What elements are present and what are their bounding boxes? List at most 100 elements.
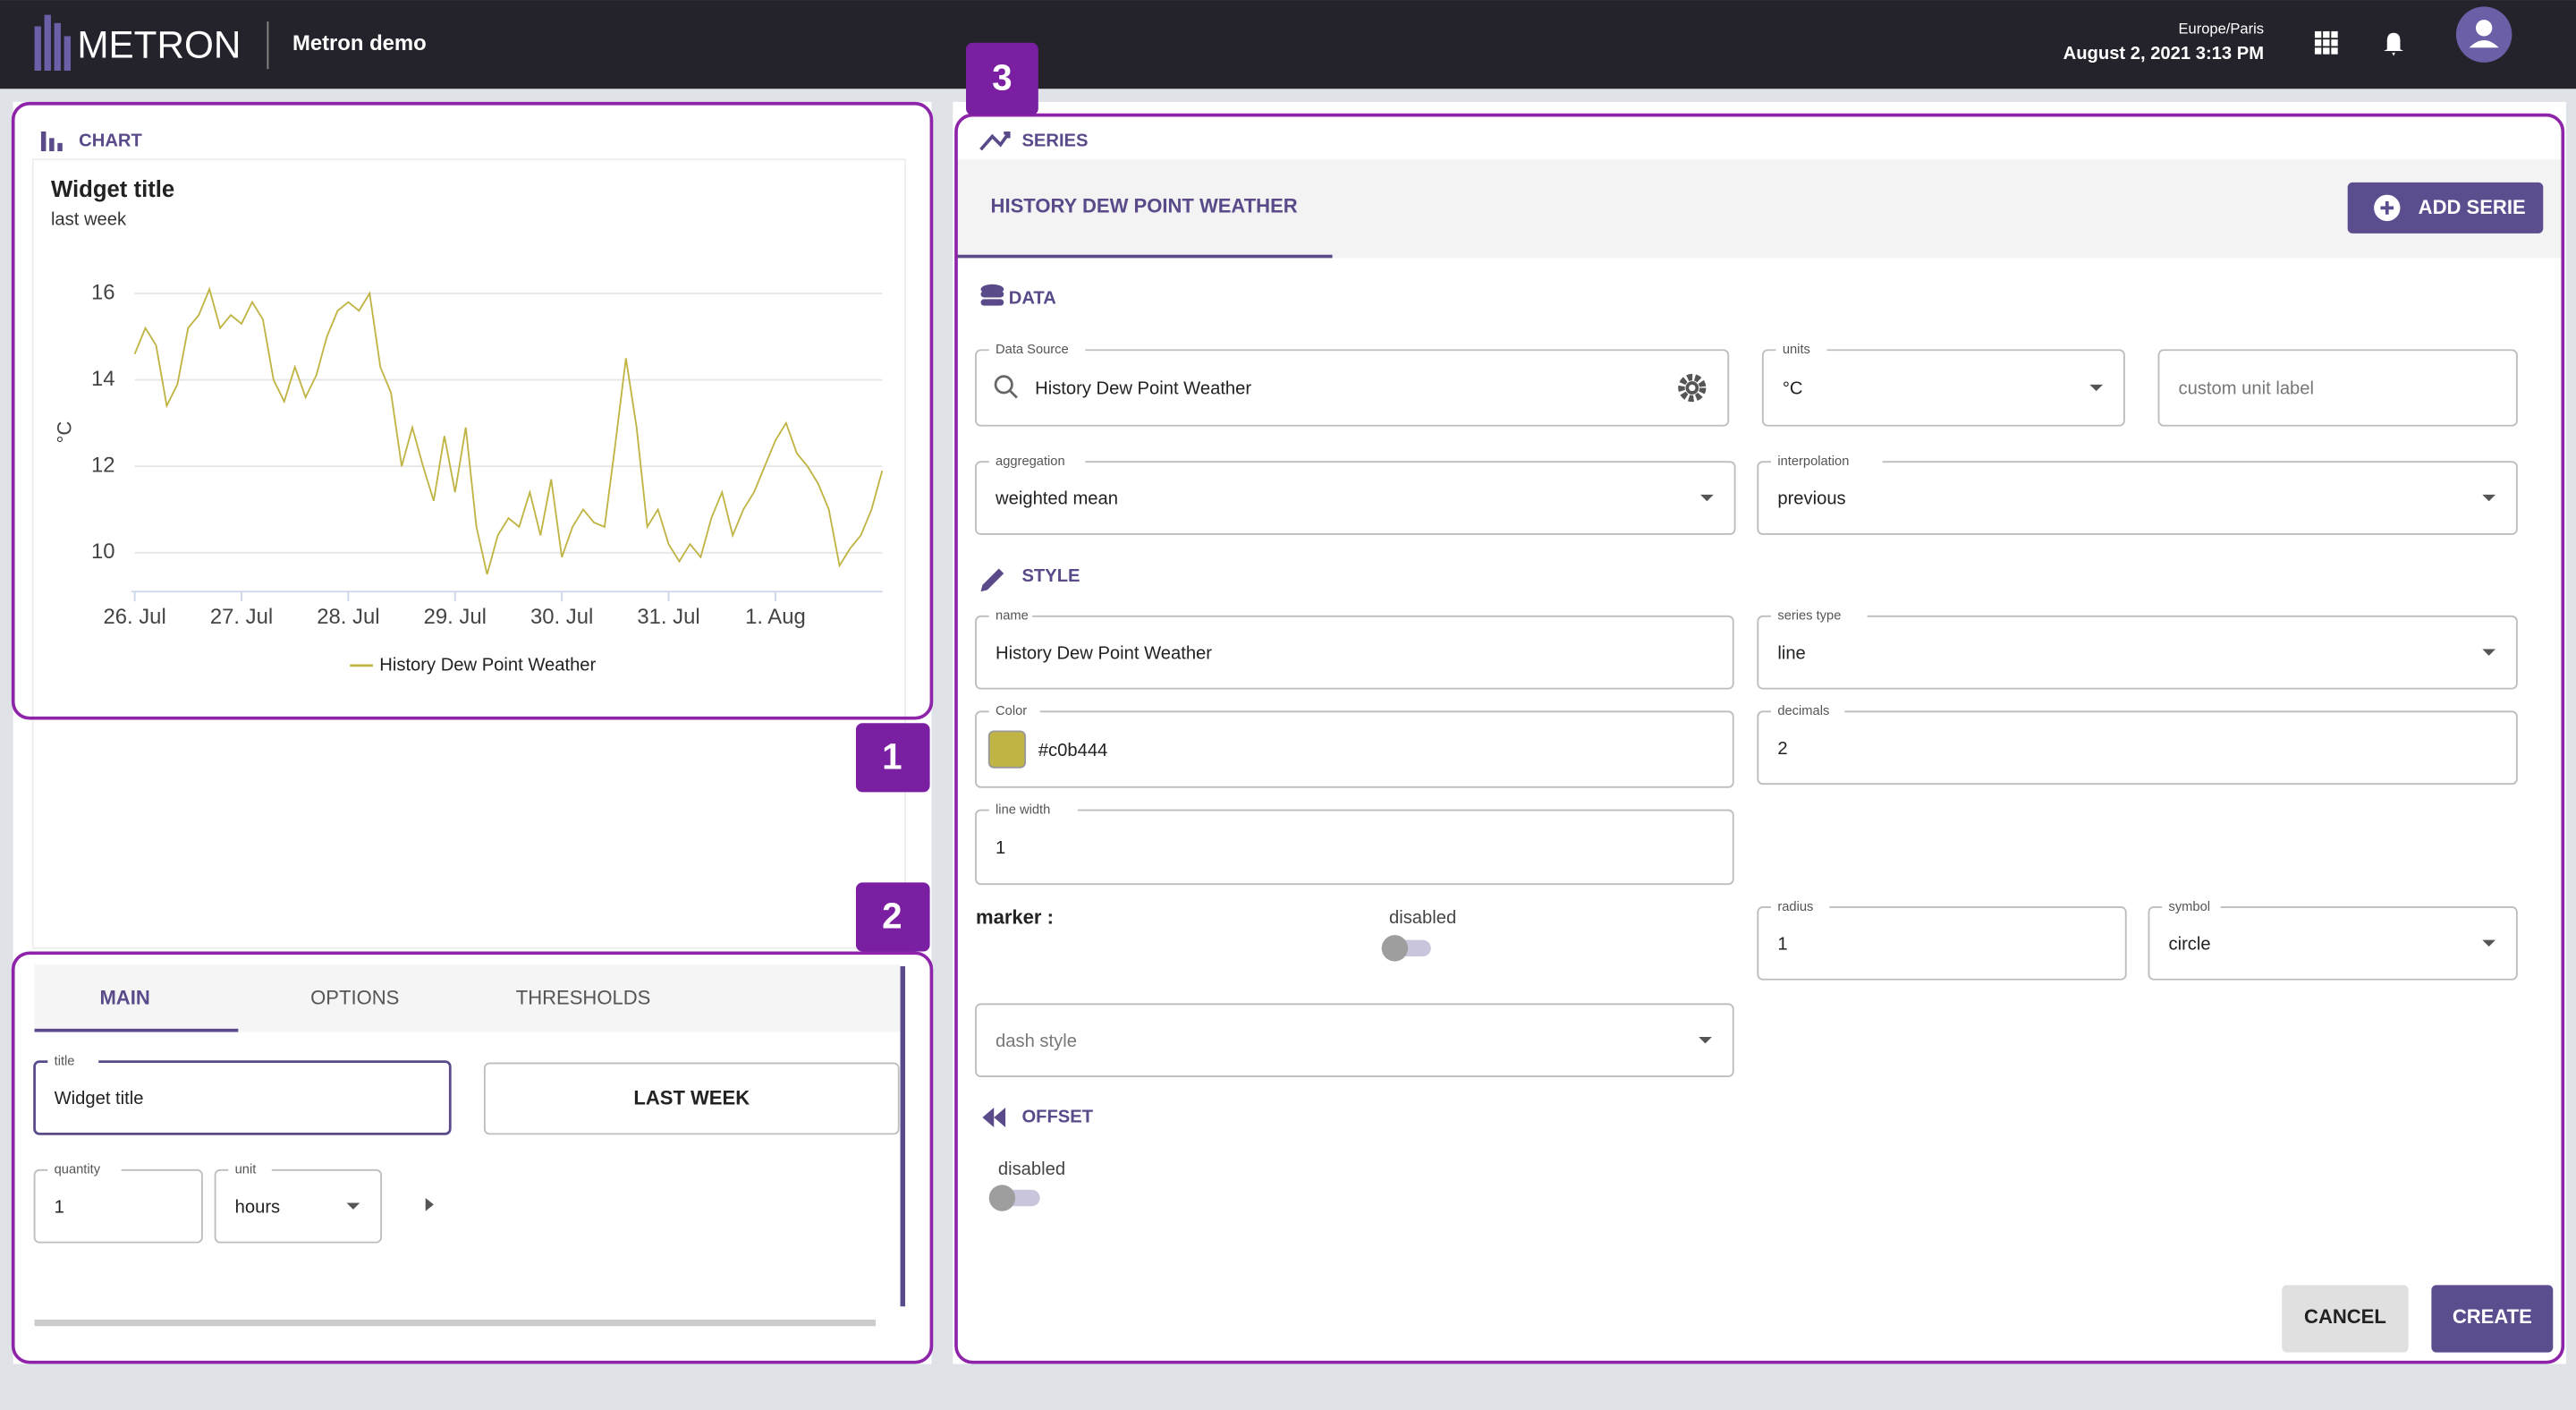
section-heading: STYLE [1021,566,1080,586]
marker-label: marker : [976,906,1054,929]
top-bar [0,0,2576,89]
cancel-button[interactable] [2282,1285,2409,1353]
dropdown-arrow[interactable] [2482,939,2496,947]
series-tab-bar [955,159,2563,259]
dropdown-arrow[interactable] [1700,494,1714,502]
input-value: °C [1783,379,1803,399]
input-value: hours [235,1197,281,1217]
settings-icon[interactable] [1678,373,1707,403]
period-button[interactable] [483,1062,900,1135]
marker-toggle-knob[interactable] [1381,935,1409,962]
dropdown-arrow[interactable] [2089,384,2104,392]
label-bg [2162,898,2221,916]
label-bg [1771,607,1868,624]
input-value: weighted mean [995,489,1118,509]
label-bg [47,1053,99,1070]
tab-label: THRESHOLDS [516,987,651,1009]
panel-heading: CHART [79,131,142,150]
input-box[interactable] [1761,349,2125,427]
input-box[interactable] [1757,710,2518,786]
database-icon [980,284,1004,306]
dropdown-arrow[interactable] [346,1202,360,1210]
input-box[interactable] [1757,905,2127,981]
label-bg [988,607,1033,624]
dropdown-arrow[interactable] [1699,1037,1712,1044]
input-value: 1 [1777,935,1787,955]
y-tick-label: 16 [91,280,115,304]
app-name: Metron demo [292,31,427,55]
y-tick-label: 10 [91,539,115,564]
input-label: unit [235,1163,257,1177]
chart-card [31,158,906,949]
input-value: Widget title [55,1089,144,1108]
label-bg [1775,342,1827,359]
avatar-body [2469,40,2499,48]
label-bg [988,342,1086,359]
input-label: quantity [55,1163,101,1177]
input-label: radius [1777,900,1813,914]
input-box[interactable] [975,349,1730,427]
badge-number: 1 [882,735,902,777]
input-box[interactable] [975,809,1734,886]
input-box[interactable] [2157,349,2518,427]
input-label: Color [996,704,1027,718]
input-value: previous [1777,489,1845,509]
create-label: CREATE [2453,1305,2532,1328]
label-bg [1771,898,1830,916]
add-icon-plus [2380,201,2394,215]
dropdown-arrow[interactable] [2482,649,2496,656]
y-tick-label: 12 [91,454,115,478]
input-box[interactable] [2148,905,2518,981]
label-bg [1771,453,1883,471]
search-icon-handle [1009,390,1018,399]
apps-icon[interactable] [2314,30,2338,55]
input-label: name [996,609,1029,624]
label-bg [1771,703,1845,720]
input-box[interactable] [1757,461,2518,535]
pencil-icon [980,568,1004,592]
dropdown-arrow[interactable] [2482,494,2496,502]
chart-icon [40,131,63,152]
toggle-state: disabled [998,1159,1065,1179]
x-tick-label: 31. Jul [637,605,699,629]
period-button-label: LAST WEEK [633,1087,750,1109]
badge [855,723,930,793]
input-label: title [55,1054,75,1068]
input-box[interactable] [214,1168,383,1244]
avatar-head [2475,20,2493,37]
offset-toggle-knob[interactable] [988,1185,1016,1211]
input-label: symbol [2168,900,2210,914]
label-bg [988,703,1040,720]
y-axis-title: °C [53,421,75,444]
input-label: units [1783,343,1810,357]
active-tab-indicator [34,1028,239,1032]
input-box[interactable] [975,461,1736,535]
input-value: circle [2168,935,2210,955]
create-button[interactable] [2431,1285,2554,1353]
input-box[interactable] [975,615,1734,690]
series-icon [979,131,1011,151]
input-placeholder: dash style [996,1032,1077,1051]
bell-icon[interactable] [2384,32,2404,56]
tab-label: MAIN [99,987,149,1009]
timezone: Europe/Paris [2179,20,2264,37]
add-serie-button[interactable] [2347,182,2544,234]
input-box[interactable] [33,1060,452,1135]
input-box[interactable] [975,1003,1734,1078]
input-box[interactable] [975,710,1734,788]
section-heading: OFFSET [1021,1107,1093,1126]
input-box[interactable] [1757,615,2518,690]
input-placeholder: custom unit label [2179,379,2314,399]
input-label: aggregation [996,454,1065,469]
x-tick-label: 30. Jul [530,605,593,629]
input-label: Data Source [996,343,1069,357]
highlight-outlines [11,101,2565,1364]
panel-heading: SERIES [1021,131,1088,150]
expand-arrow[interactable] [425,1198,434,1211]
toggle-state: disabled [1389,908,1456,928]
cancel-label: CANCEL [2304,1305,2386,1328]
settings-icon-hole [1689,384,1696,392]
x-tick-label: 1. Aug [745,605,806,629]
